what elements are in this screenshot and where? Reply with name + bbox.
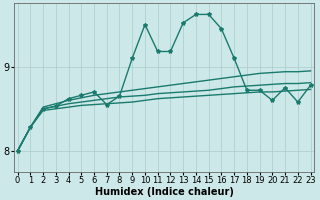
X-axis label: Humidex (Indice chaleur): Humidex (Indice chaleur) bbox=[95, 187, 234, 197]
